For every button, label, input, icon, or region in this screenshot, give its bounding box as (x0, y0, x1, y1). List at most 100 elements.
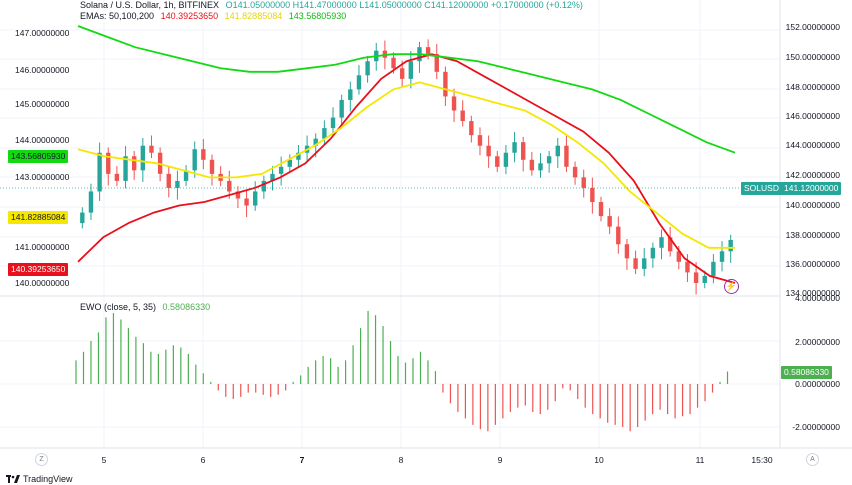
candle-body (693, 272, 699, 283)
zoom-left-button[interactable]: Z (35, 453, 48, 466)
candle-body (365, 61, 370, 76)
time-tick: 5 (101, 455, 107, 465)
last-price-label: 141.12000000 (781, 182, 842, 195)
candle-body (598, 202, 604, 217)
candle-body (616, 226, 621, 245)
left-tick-147: 147.00000000 (15, 28, 70, 38)
candle-body (149, 145, 154, 153)
candle-body (140, 145, 146, 171)
price-tick: 136.00000000 (785, 259, 840, 269)
alert-lightning-icon[interactable]: ⚡ (724, 279, 739, 294)
candle-body (607, 216, 612, 227)
ema-lines (77, 25, 736, 284)
candle-body (495, 156, 500, 167)
candle-body (451, 96, 457, 111)
symbol-line[interactable]: Solana / U.S. Dollar, 1h, BITFINEX O141.… (80, 0, 583, 10)
candle-body (209, 159, 215, 174)
candle-body (659, 237, 664, 248)
candle-body (348, 89, 353, 100)
candle-body (633, 258, 638, 269)
left-tick-143: 143.00000000 (15, 172, 70, 182)
candle-body (123, 156, 128, 181)
candle-body (590, 187, 595, 203)
price-tick: 150.00000000 (785, 52, 840, 62)
candle-body (391, 57, 396, 69)
candle-body (555, 145, 560, 157)
left-tick-146: 146.00000000 (15, 65, 70, 75)
osc-tick: 2.00000000 (795, 337, 840, 347)
candle-body (114, 173, 120, 181)
osc-tick: 4.00000000 (795, 293, 840, 303)
candle-body (685, 261, 690, 273)
price-tick: 144.00000000 (785, 140, 840, 150)
tradingview-wordmark: TradingView (23, 474, 73, 484)
candle-body (642, 258, 647, 269)
candle-body (425, 47, 431, 55)
candle-body (270, 173, 275, 181)
candle-body (227, 180, 232, 192)
candle-body (503, 152, 509, 167)
auto-scale-button[interactable]: A (806, 453, 819, 466)
candle-body (434, 54, 439, 72)
candle-body (339, 99, 344, 118)
candle-body (296, 152, 301, 160)
candle-body (529, 159, 535, 171)
ema-legend-label: EMAs: 50,100,200 (80, 11, 155, 21)
candle-body (192, 149, 197, 171)
price-tick: 140.00000000 (785, 200, 840, 210)
candle-body (235, 191, 241, 199)
time-tick: 10 (594, 455, 604, 465)
ema100-left-label: 141.82885084 (8, 211, 69, 224)
osc-tick: -2.00000000 (792, 422, 840, 432)
candle-body (719, 251, 725, 262)
tradingview-logo-icon (6, 475, 20, 483)
candle-body (278, 166, 284, 174)
osc-value-label: 0.58086330 (781, 366, 832, 379)
price-tick: 134.00000000 (785, 288, 840, 298)
symbol-title: Solana / U.S. Dollar, 1h, BITFINEX (80, 0, 220, 10)
candle-body (702, 275, 707, 283)
candle-body (564, 145, 569, 167)
candle-body (183, 170, 189, 181)
left-tick-140: 140.00000000 (15, 278, 70, 288)
candle-body (88, 191, 94, 213)
candle-body (80, 212, 85, 224)
candle-body (443, 71, 448, 97)
candle-body (477, 135, 483, 146)
candles-layer (80, 39, 733, 295)
price-tick: 138.00000000 (785, 230, 840, 240)
time-tick: 6 (200, 455, 206, 465)
candle-body (650, 247, 656, 259)
oscillator-legend[interactable]: EWO (close, 5, 35) 0.58086330 (80, 302, 210, 312)
time-tick: 7 (299, 455, 305, 465)
candle-body (287, 159, 292, 167)
candle-body (581, 177, 586, 188)
candle-body (175, 180, 180, 188)
price-tick: 142.00000000 (785, 170, 840, 180)
ema50-legend-value: 140.39253650 (160, 11, 219, 21)
candle-body (676, 251, 682, 262)
candle-body (538, 163, 543, 171)
candle-body (521, 142, 526, 160)
price-tick: 146.00000000 (785, 111, 840, 121)
ema-legend[interactable]: EMAs: 50,100,200 140.39253650 141.828850… (80, 11, 346, 21)
last-price-symbol: SOLUSD (741, 182, 782, 195)
candle-body (460, 110, 465, 122)
candle-body (469, 121, 474, 136)
price-tick: 148.00000000 (785, 82, 840, 92)
candle-body (356, 75, 362, 90)
candle-body (106, 152, 111, 174)
ohlc-values: O141.05000000 H141.47000000 L141.0500000… (225, 0, 583, 10)
ema-line (77, 81, 735, 249)
time-tick: 15:30 (751, 455, 773, 465)
candle-body (546, 156, 552, 164)
ema-line (77, 53, 736, 284)
candle-body (572, 166, 578, 178)
candle-body (711, 261, 716, 276)
osc-tick: 0.00000000 (795, 379, 840, 389)
candle-body (261, 180, 267, 192)
candle-body (399, 68, 405, 79)
ema200-legend-value: 143.56805930 (288, 11, 347, 21)
candle-body (131, 156, 137, 171)
